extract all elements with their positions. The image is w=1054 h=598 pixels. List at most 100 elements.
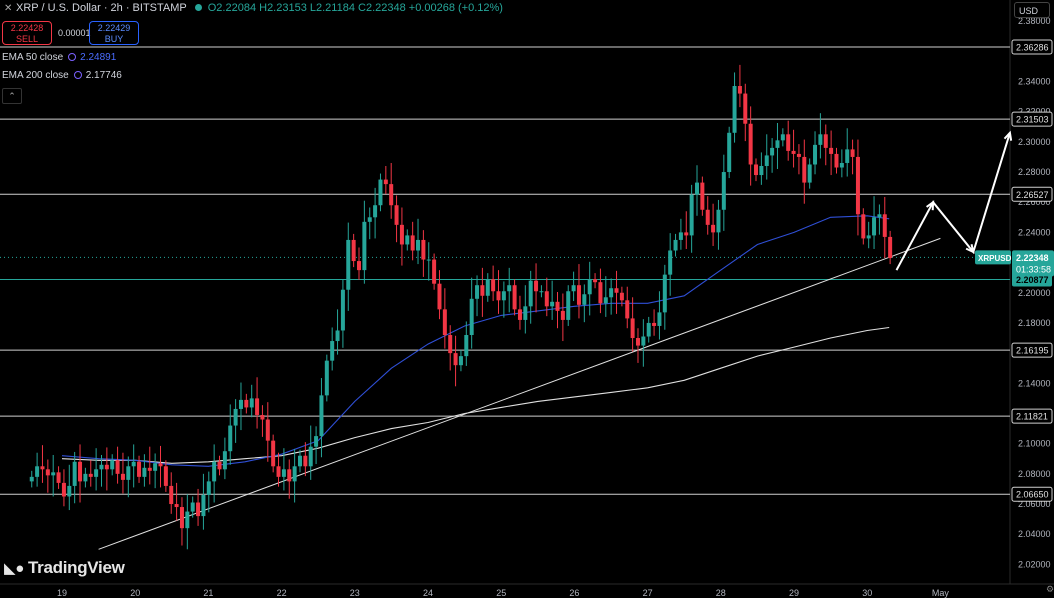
candle-body	[351, 239, 356, 262]
candle-body	[126, 466, 131, 480]
collapse-legend-icon[interactable]: ⌃	[2, 88, 22, 104]
candle-body	[845, 149, 850, 163]
indicator-settings-icon[interactable]	[73, 71, 82, 79]
chart-header: XRP / U.S. Dollar · 2h · BITSTAMP O2.2208…	[16, 2, 503, 14]
arrow-head	[1003, 130, 1013, 141]
candle-body	[61, 482, 66, 497]
ema200-line	[61, 326, 890, 464]
candle-body	[598, 282, 603, 304]
candle-body	[818, 134, 823, 145]
ema200-legend[interactable]: EMA 200 close 2.17746	[2, 70, 122, 81]
candle-body	[265, 419, 270, 441]
y-tick-label: 2.08000	[1018, 469, 1051, 479]
symbol-title[interactable]: XRP / U.S. Dollar · 2h · BITSTAMP	[16, 2, 187, 14]
price-tags: 2.36286 2.31503 2.26527 2.16195 2.11821 2.066…	[975, 39, 1054, 502]
candle-body	[512, 285, 517, 310]
candle-body	[78, 461, 83, 482]
y-tick-label: 2.28000	[1018, 167, 1051, 177]
candle-body	[566, 291, 571, 320]
level-tag-box	[1011, 111, 1053, 127]
candle-body	[29, 476, 34, 482]
candle-body	[807, 164, 812, 183]
x-tick-label: 24	[423, 588, 433, 598]
candle-body	[222, 451, 227, 470]
green-level-tag-box	[1012, 273, 1052, 287]
candle-body	[694, 182, 699, 195]
candle-body	[249, 398, 254, 408]
indicator-settings-icon[interactable]	[68, 53, 77, 61]
candle-body	[147, 467, 152, 471]
candle-body	[67, 485, 72, 497]
ema200-path	[61, 326, 890, 464]
arrow-head	[926, 200, 935, 211]
horizontal-levels	[0, 46, 1010, 495]
buy-label: BUY	[104, 34, 124, 44]
candle-body	[378, 179, 383, 206]
candle-body	[373, 205, 378, 218]
settings-gear-icon[interactable]: ⚙	[1046, 584, 1054, 594]
level-tag-label: 2.31503	[1016, 115, 1049, 125]
green-level-tag-label: 2.20877	[1016, 275, 1049, 285]
candle-body	[142, 467, 147, 477]
candle-body	[668, 250, 673, 275]
candle-body	[367, 217, 372, 222]
x-tick-label: 27	[643, 588, 653, 598]
candle-body	[796, 153, 801, 157]
y-tick-label: 2.24000	[1018, 227, 1051, 237]
candle-body	[410, 235, 415, 251]
candle-body	[791, 150, 796, 154]
candle-body	[587, 279, 592, 295]
candle-body	[260, 414, 265, 420]
candle-body	[196, 502, 201, 517]
candle-body	[271, 440, 276, 467]
candle-body	[276, 466, 281, 477]
y-tick-label: 2.26000	[1018, 197, 1051, 207]
candle-body	[281, 469, 286, 477]
candle-body	[292, 466, 297, 482]
level-tag-box	[1011, 408, 1053, 424]
tradingview-logo: ◣● TradingView	[4, 558, 125, 578]
level-tag-label: 2.11821	[1016, 412, 1048, 422]
sell-button[interactable]: 2.22428 SELL	[2, 21, 52, 45]
candle-body	[319, 395, 324, 437]
y-tick-label: 2.34000	[1018, 76, 1051, 86]
level-tag-label: 2.36286	[1016, 42, 1049, 52]
candle-body	[888, 236, 893, 259]
y-tick-label: 2.06000	[1018, 499, 1051, 509]
arrow-head	[965, 243, 975, 254]
level-tag-box	[1011, 39, 1053, 55]
y-tick-label: 2.38000	[1018, 16, 1051, 26]
candle-body	[88, 473, 93, 477]
candle-body	[523, 306, 528, 320]
x-tick-label: 21	[203, 588, 213, 598]
candle-body	[158, 463, 163, 467]
time-axis: 19 20 21 22 23 24 25 26 27 28 29 30 May	[57, 588, 949, 598]
candle-body	[700, 182, 705, 210]
candle-body	[786, 134, 791, 151]
candle-body	[646, 322, 651, 337]
currency-selector[interactable]: USD	[1014, 2, 1050, 18]
candle-body	[335, 330, 340, 342]
countdown-label: 01:33:58	[1016, 264, 1051, 274]
candle-body	[872, 217, 877, 236]
x-tick-label: 20	[130, 588, 140, 598]
symbol-tag-box	[975, 250, 1011, 265]
candle-body	[83, 473, 88, 482]
ema50-legend[interactable]: EMA 50 close 2.24891	[2, 52, 116, 63]
candle-body	[507, 285, 512, 292]
candle-body	[163, 466, 168, 486]
buy-button[interactable]: 2.22429 BUY	[89, 21, 139, 45]
close-icon[interactable]: ✕	[4, 3, 13, 14]
candles	[29, 64, 893, 550]
candle-body	[40, 466, 45, 470]
level-tag-label: 2.06650	[1016, 490, 1049, 500]
candle-body	[131, 461, 136, 467]
level-tag-box	[1011, 186, 1053, 202]
y-tick-label: 2.18000	[1018, 318, 1051, 328]
candle-body	[727, 132, 732, 173]
y-tick-label: 2.30000	[1018, 137, 1051, 147]
candle-body	[228, 425, 233, 452]
candle-body	[469, 298, 474, 336]
candle-body	[357, 261, 362, 271]
